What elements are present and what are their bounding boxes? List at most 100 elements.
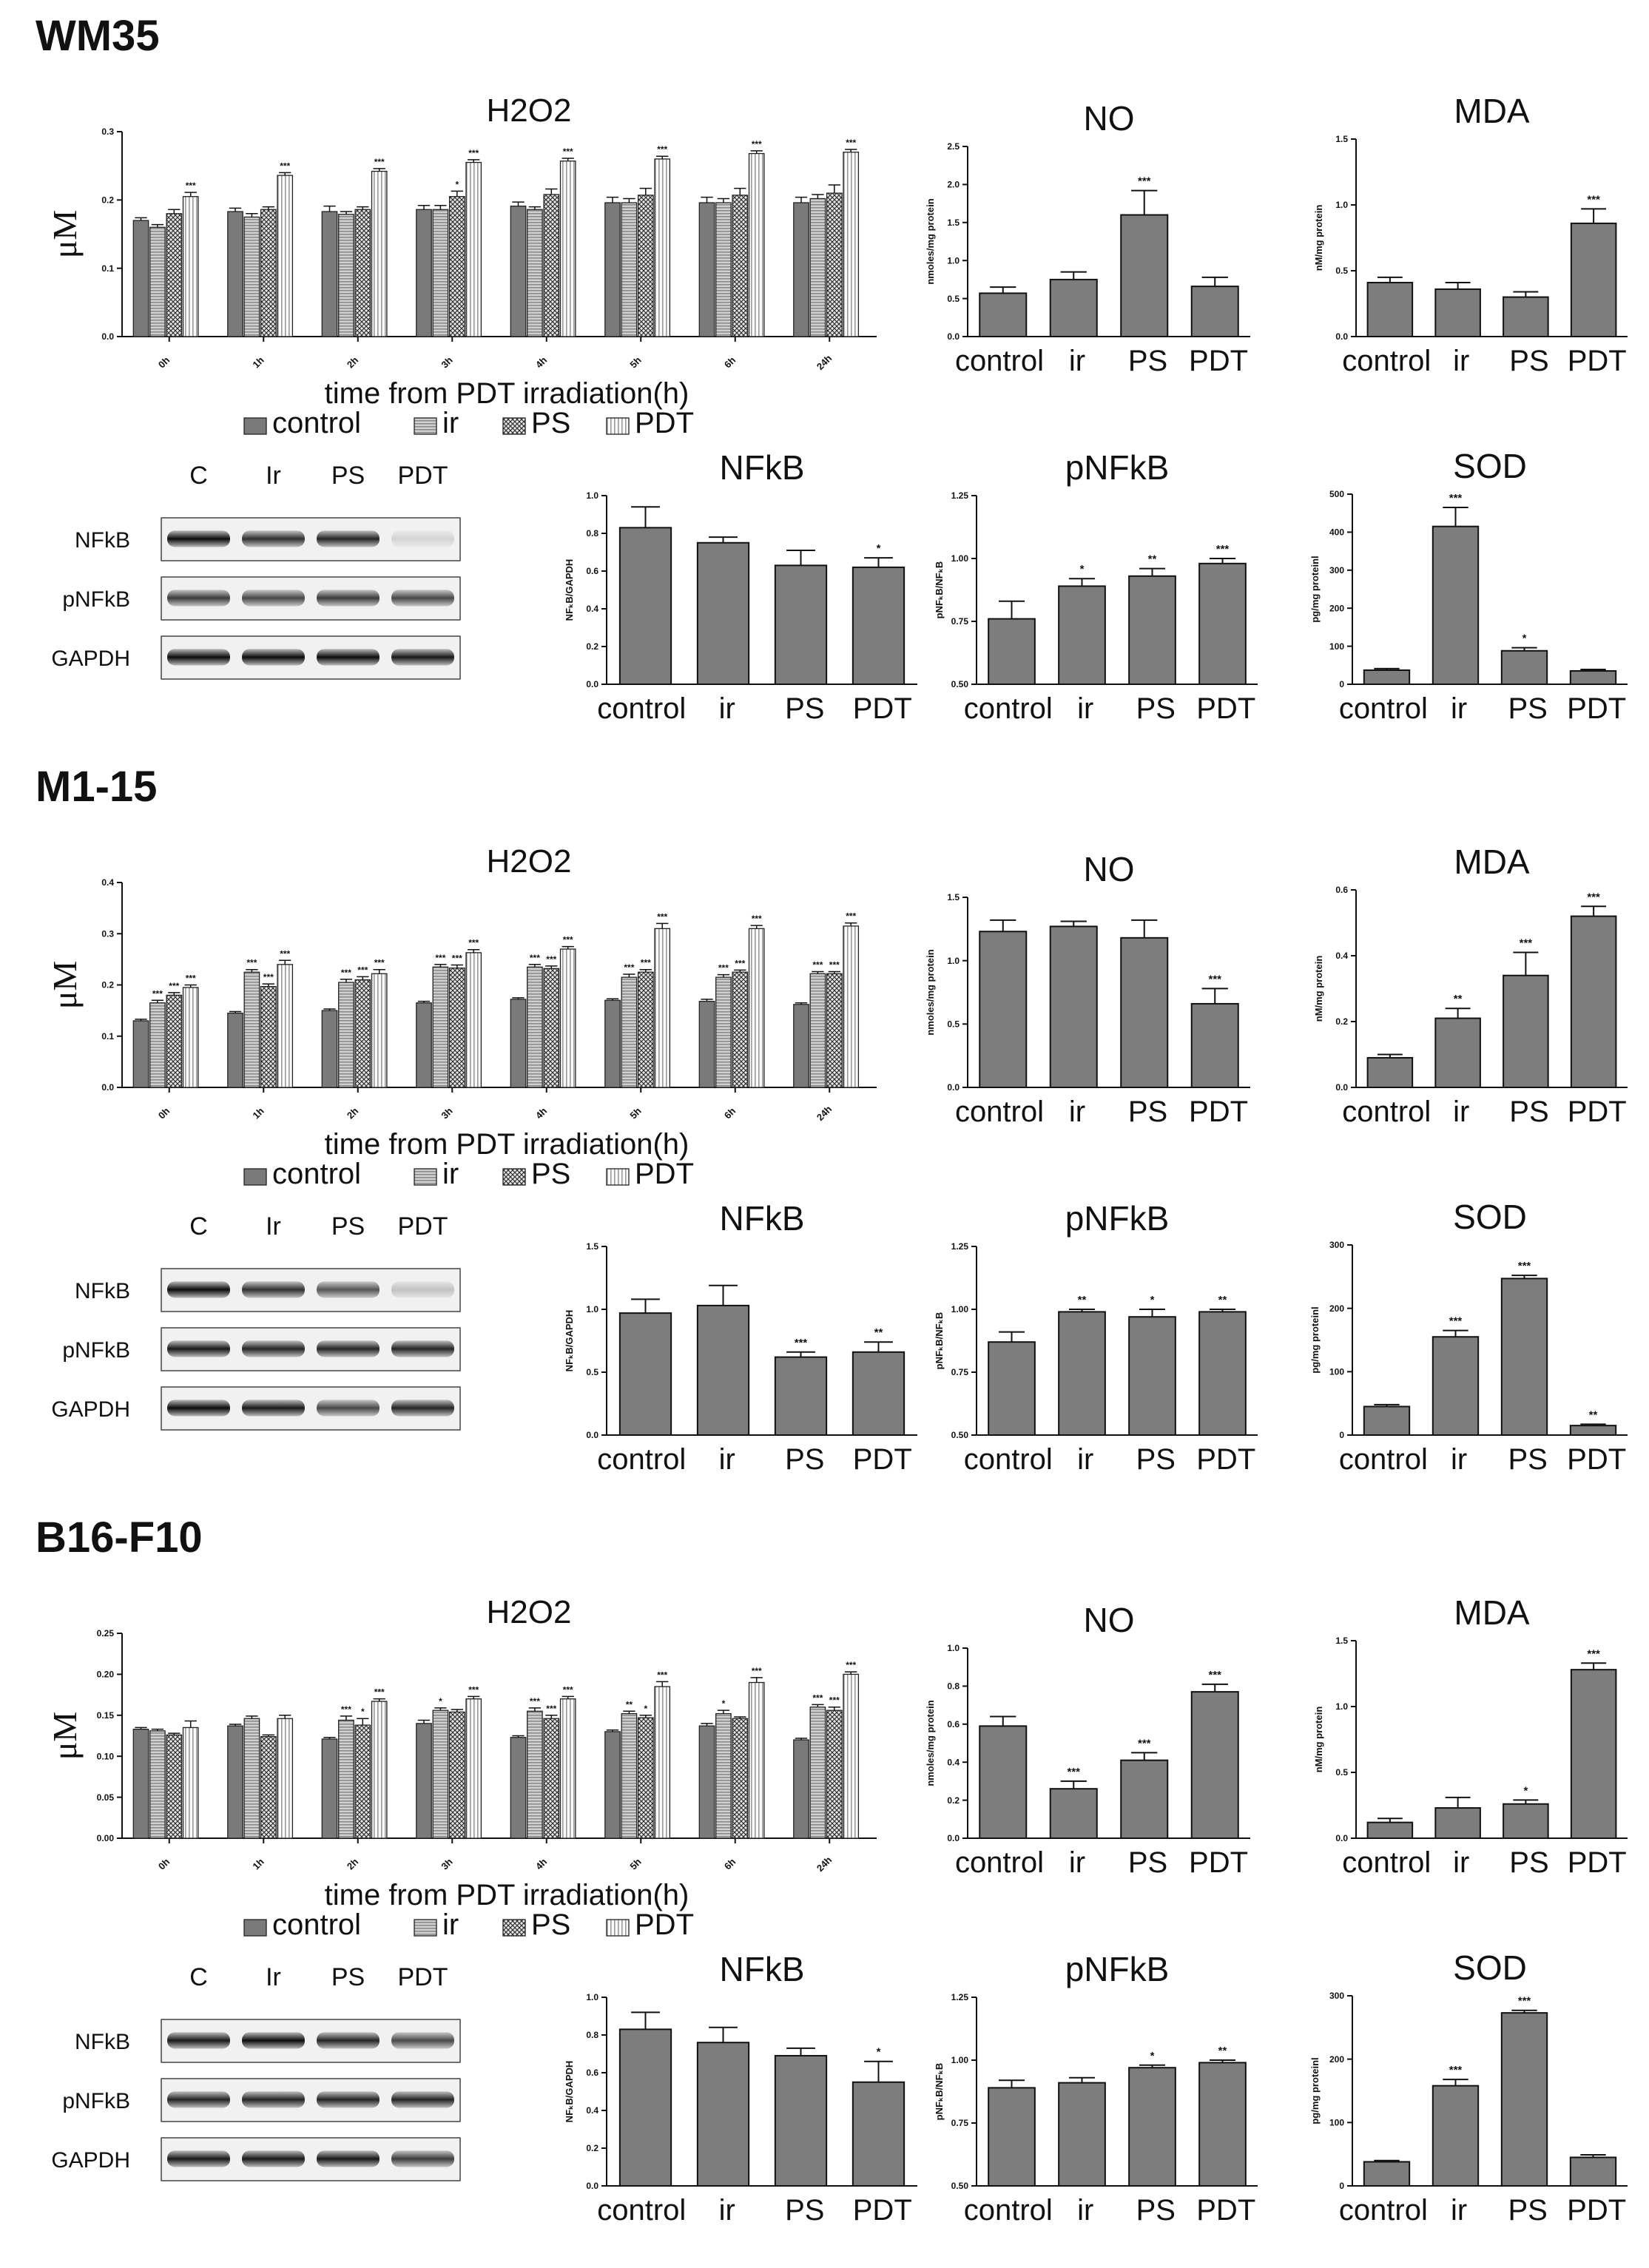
bar-PDT bbox=[277, 1718, 294, 1839]
chart-title: NFkB bbox=[720, 1950, 805, 1988]
cell-line-label: M1-15 bbox=[36, 763, 157, 811]
bar-PDT bbox=[465, 952, 482, 1088]
cell-line-panel: B16-F100.000.050.100.150.200.25μMH2O2***… bbox=[36, 1513, 1628, 2227]
category-label: control bbox=[597, 1443, 686, 1476]
bar bbox=[1503, 974, 1549, 1089]
bar-ir bbox=[527, 1710, 543, 1839]
bar-PS bbox=[543, 968, 560, 1088]
category-label: PS bbox=[785, 1443, 824, 1476]
category-label: PDT bbox=[1189, 1096, 1248, 1128]
blot-band bbox=[317, 590, 380, 607]
y-axis-label: μM bbox=[46, 961, 84, 1010]
significance-label: * bbox=[644, 1704, 647, 1714]
y-tick-label: 0.20 bbox=[97, 1670, 115, 1680]
y-tick-label: 0.5 bbox=[947, 1019, 960, 1030]
category-label: ir bbox=[1069, 1096, 1085, 1128]
bar-PS bbox=[354, 209, 371, 337]
significance-label: * bbox=[361, 1707, 365, 1717]
x-tick-label: 0h bbox=[156, 1856, 172, 1872]
blot-band bbox=[317, 1340, 380, 1357]
significance-label: *** bbox=[374, 157, 385, 167]
chart-title: NO bbox=[1084, 850, 1135, 888]
chart-title: SOD bbox=[1453, 1198, 1527, 1236]
blot-band bbox=[317, 1281, 380, 1298]
western-blot: C Ir PS PDT NFkB pNFkB GAPDH bbox=[51, 1963, 461, 2181]
bar bbox=[852, 566, 906, 686]
y-tick-label: 0.0 bbox=[947, 331, 960, 342]
lane-label: PS bbox=[331, 1963, 365, 1991]
y-tick-label: 0.0 bbox=[947, 1833, 960, 1843]
significance-label: *** bbox=[246, 958, 257, 968]
blot-row-label: pNFkB bbox=[62, 587, 130, 612]
significance-label: ** bbox=[626, 1699, 633, 1710]
bar bbox=[1128, 2067, 1176, 2187]
category-label: ir bbox=[719, 1443, 735, 1476]
category-label: PDT bbox=[853, 2194, 912, 2227]
bar bbox=[979, 1725, 1028, 1839]
blot-row-label: pNFkB bbox=[62, 1338, 130, 1363]
y-axis-label: nM/mg protein bbox=[1313, 956, 1324, 1022]
blot-band bbox=[317, 2032, 380, 2049]
y-axis-label: pNFₖB/NFₖB bbox=[934, 561, 945, 619]
x-tick-label: 6h bbox=[722, 1856, 738, 1872]
y-tick-label: 200 bbox=[1329, 2054, 1344, 2065]
significance-label: *** bbox=[1518, 1260, 1531, 1272]
significance-label: *** bbox=[657, 1670, 667, 1680]
bar bbox=[774, 1356, 828, 1436]
pnfkb-chart: 0.500.751.001.25pNFₖB/NFₖBpNFkB******con… bbox=[934, 448, 1258, 725]
bar-PS bbox=[637, 1717, 654, 1839]
bar-PS bbox=[448, 967, 465, 1088]
bar bbox=[1432, 1336, 1480, 1437]
significance-label: *** bbox=[357, 965, 368, 975]
bar-ir bbox=[715, 202, 732, 337]
y-tick-label: 0.0 bbox=[586, 1430, 598, 1440]
bar bbox=[1120, 936, 1169, 1088]
bar-control bbox=[321, 211, 338, 337]
category-label: ir bbox=[1077, 2194, 1093, 2227]
category-label: PDT bbox=[1196, 692, 1255, 725]
bar bbox=[1500, 649, 1548, 686]
category-label: control bbox=[1339, 2194, 1428, 2227]
significance-label: *** bbox=[1587, 891, 1600, 903]
y-tick-label: 1.00 bbox=[951, 2055, 969, 2065]
y-tick-label: 0.05 bbox=[97, 1792, 115, 1803]
bar-control bbox=[793, 1004, 809, 1088]
bar-ir bbox=[809, 973, 826, 1088]
x-tick-label: 3h bbox=[439, 354, 454, 370]
category-label: PS bbox=[785, 2194, 824, 2227]
category-label: control bbox=[1339, 692, 1428, 725]
x-tick-label: 2h bbox=[345, 1856, 360, 1872]
bar bbox=[1058, 1311, 1106, 1437]
y-axis-label: pg/mg proteinl bbox=[1309, 2057, 1321, 2124]
category-label: control bbox=[1342, 345, 1431, 377]
y-tick-label: 0.6 bbox=[586, 2068, 598, 2078]
y-tick-label: 1.0 bbox=[586, 1992, 598, 2002]
bar-control bbox=[510, 999, 527, 1088]
bar bbox=[1434, 288, 1481, 338]
bar-control bbox=[227, 1012, 243, 1088]
y-tick-label: 1.25 bbox=[951, 490, 969, 501]
y-tick-label: 0.4 bbox=[586, 604, 598, 614]
x-tick-label: 6h bbox=[722, 1105, 738, 1121]
bar-ir bbox=[149, 226, 166, 337]
bar bbox=[1570, 915, 1617, 1088]
bar-PS bbox=[166, 213, 183, 337]
category-label: ir bbox=[1077, 1443, 1093, 1476]
bar bbox=[1432, 2085, 1480, 2187]
bar-PDT bbox=[465, 161, 482, 337]
bar-ir bbox=[432, 1710, 449, 1839]
y-tick-label: 0 bbox=[1339, 2181, 1344, 2191]
bar-PDT bbox=[371, 973, 388, 1088]
y-tick-label: 200 bbox=[1329, 1303, 1344, 1314]
significance-label: *** bbox=[280, 948, 290, 959]
bar-ir bbox=[243, 971, 260, 1088]
lane-label: C bbox=[189, 1963, 208, 1991]
blot-band bbox=[242, 1340, 305, 1357]
category-label: control bbox=[964, 692, 1053, 725]
bar bbox=[1049, 1788, 1098, 1839]
y-tick-label: 0.0 bbox=[586, 2181, 598, 2191]
x-tick-label: 5h bbox=[627, 1105, 643, 1121]
significance-label: *** bbox=[812, 1692, 823, 1703]
